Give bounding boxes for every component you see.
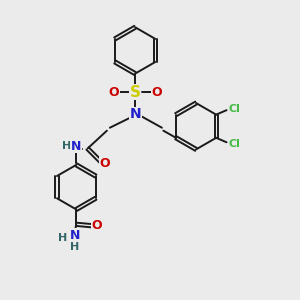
Text: O: O [99,157,110,170]
Text: Cl: Cl [229,139,241,149]
Text: H: H [70,242,80,252]
Text: N: N [129,107,141,121]
Text: O: O [92,219,102,232]
Text: H: H [62,141,71,151]
Text: O: O [151,85,162,98]
Text: N: N [70,229,80,242]
Text: H: H [58,233,68,243]
Text: O: O [108,85,119,98]
Text: N: N [71,140,82,153]
Text: S: S [130,85,141,100]
Text: Cl: Cl [229,104,241,114]
